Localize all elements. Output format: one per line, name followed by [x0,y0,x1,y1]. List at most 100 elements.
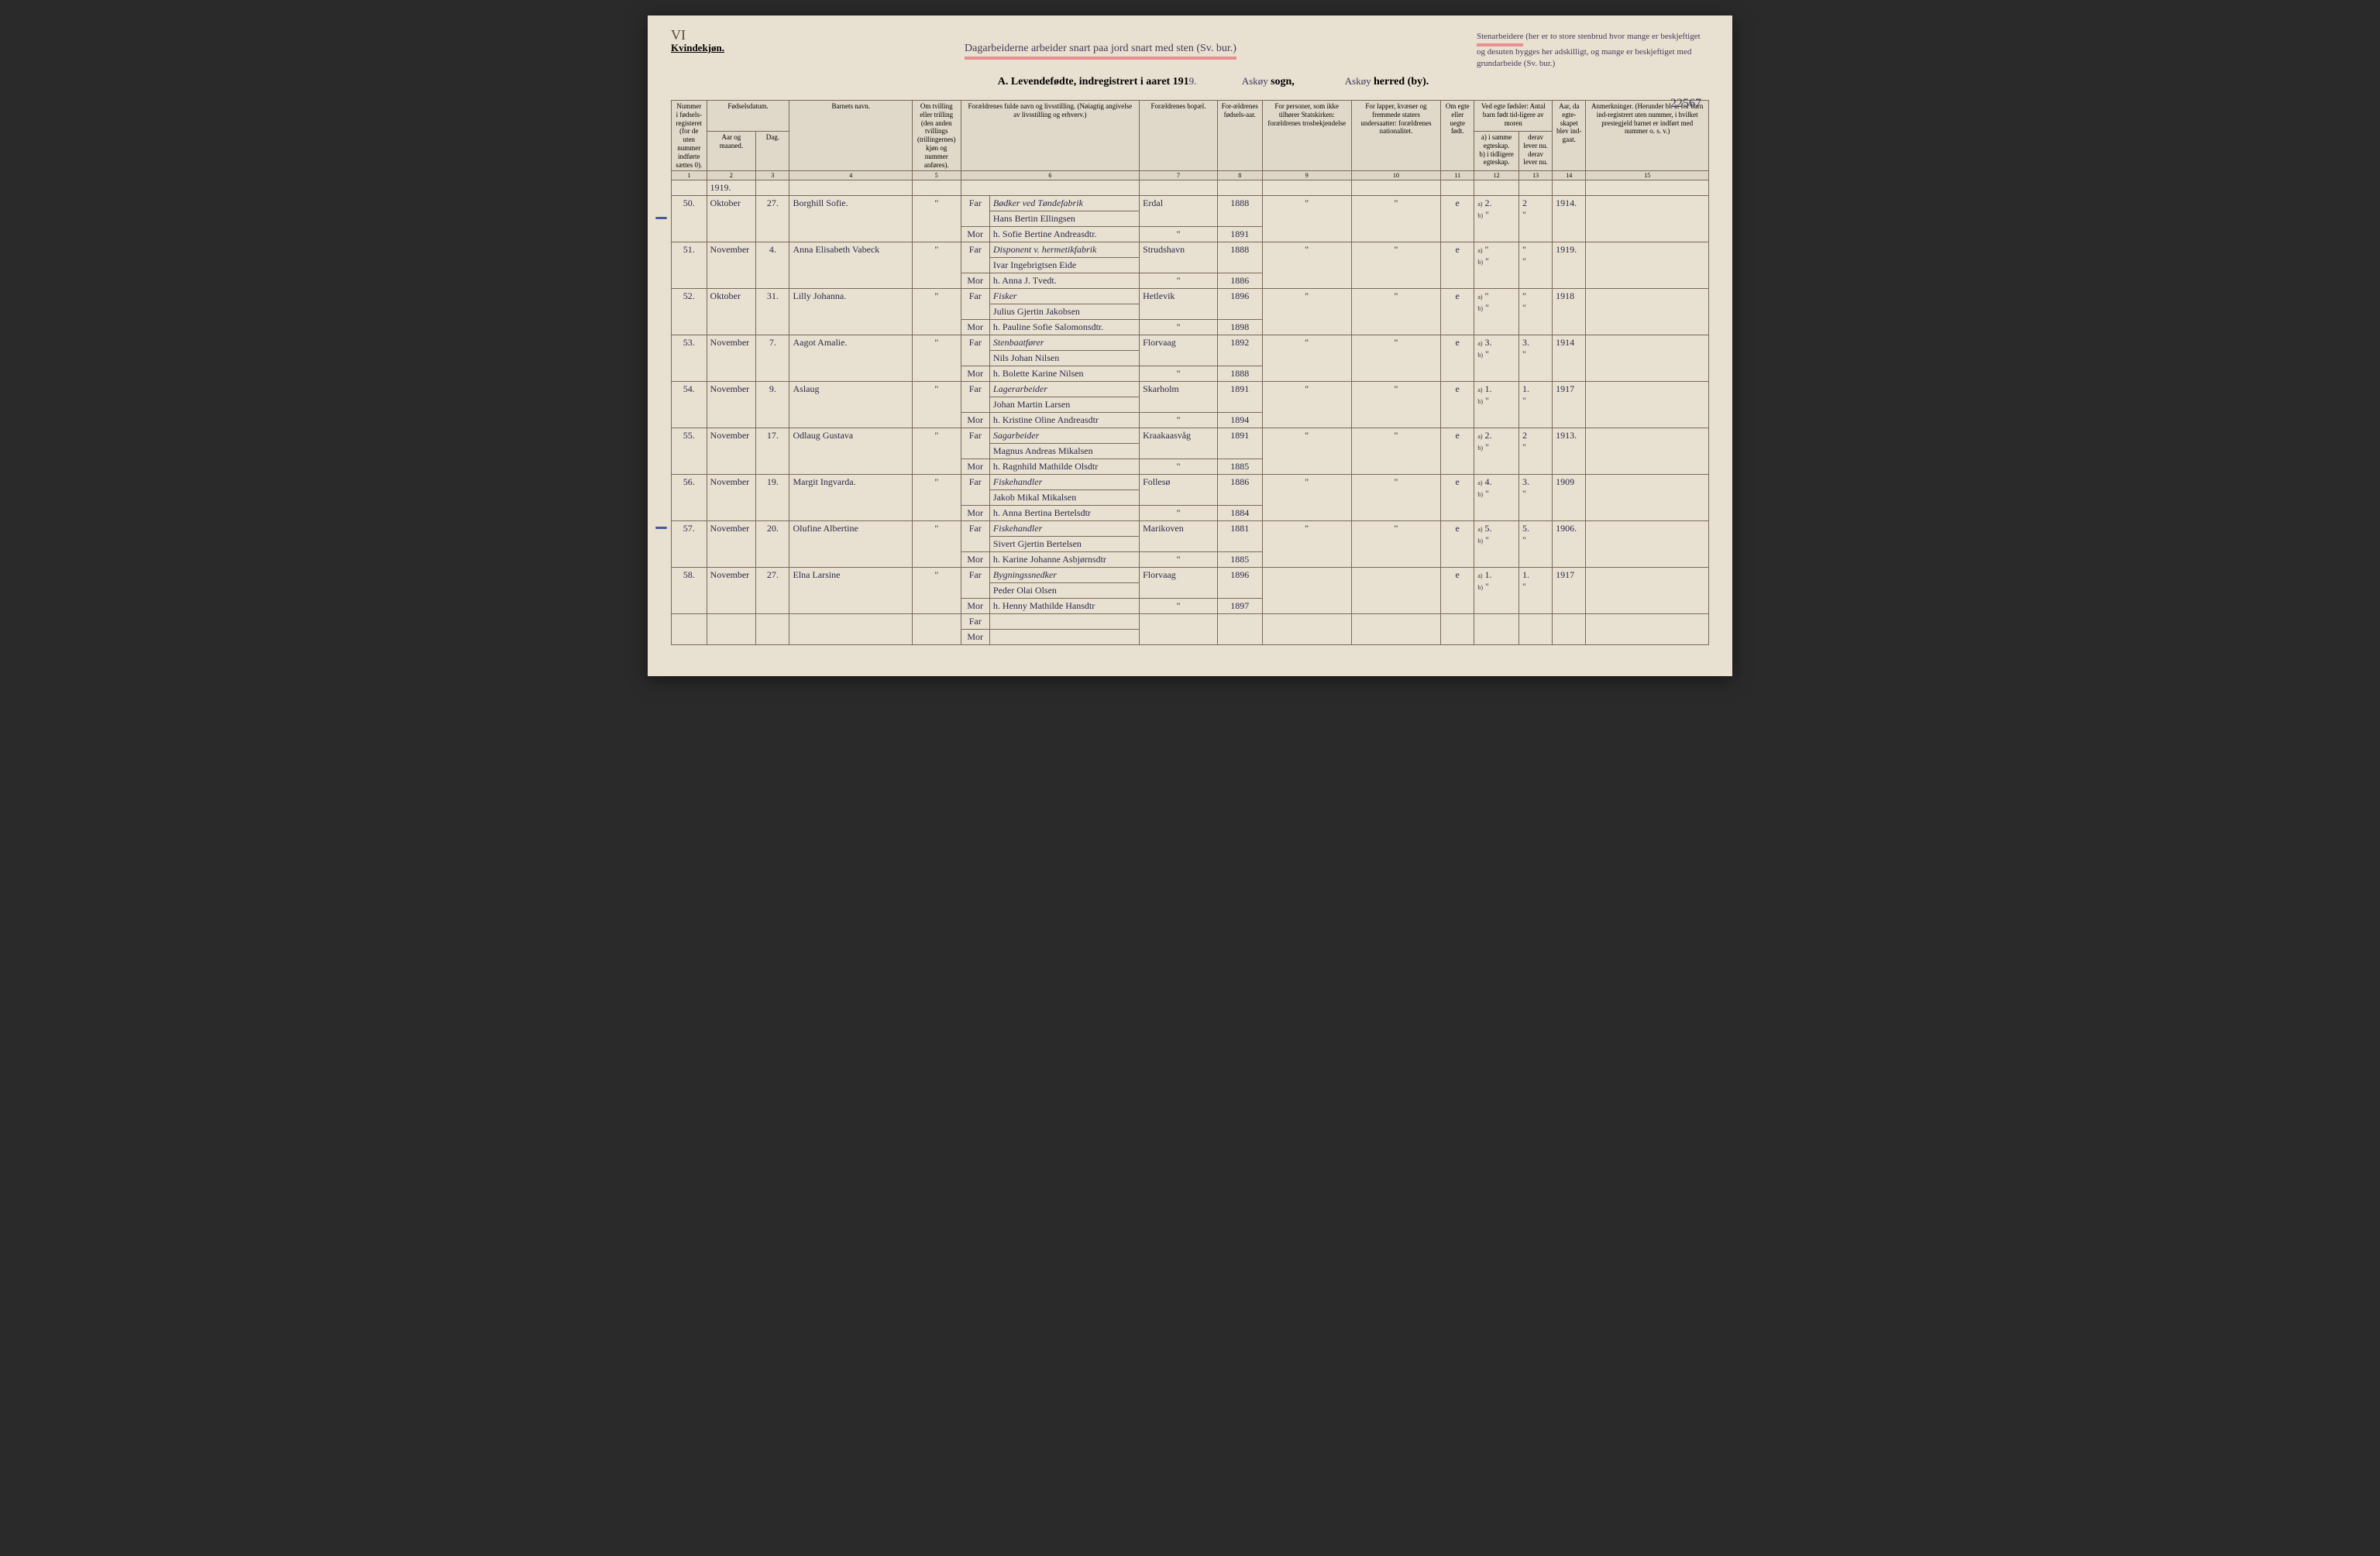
mother-birth-year: 1891 [1217,227,1262,242]
father-name: Johan Martin Larsen [989,397,1139,413]
father-birth-year: 1892 [1217,335,1262,366]
col-num: 5 [912,171,961,180]
religion-cell: " [1262,289,1351,335]
table-row: 58. November 27. Elna Larsine " Far Bygn… [672,568,1709,583]
father-occupation: Sagarbeider [989,428,1139,444]
col-header-12-top: Ved egte fødsler: Antal barn født tid-li… [1474,101,1553,132]
header-row-2: A. Levendefødte, indregistrert i aaret 1… [671,75,1709,88]
col-header-12: a) i samme egteskap. b) i tidligere egte… [1474,131,1519,170]
col-num: 1 [672,171,707,180]
twin-cell: " [912,475,961,521]
father-birth-year: 1891 [1217,428,1262,459]
religion-cell: " [1262,382,1351,428]
mother-name: h. Sofie Bertine Andreasdtr. [989,227,1139,242]
title-prefix: A. Levendefødte, indregistrert i aaret 1… [998,76,1189,88]
religion-cell [1262,568,1351,614]
legitimate-cell: e [1441,242,1474,289]
col-header-7: Forældrenes bopæl. [1140,101,1218,171]
mor-label: Mor [961,227,989,242]
residence: Strudshavn [1140,242,1218,273]
prior-children-cell: a) 1.b) " [1474,382,1519,428]
birth-month: November [707,382,756,428]
entry-number: 52. [672,289,707,335]
birth-day: 4. [756,242,789,289]
twin-cell: " [912,382,961,428]
prior-children-cell: a) 2.b) " [1474,196,1519,242]
twin-cell: " [912,521,961,568]
herred-name: Askøy [1345,75,1371,87]
marriage-year: 1909 [1553,475,1586,521]
birth-month: Oktober [707,196,756,242]
legitimate-cell: e [1441,382,1474,428]
mother-birth-year: 1885 [1217,552,1262,568]
col-num: 14 [1553,171,1586,180]
remarks-cell [1586,335,1709,382]
sogn-label: sogn, [1271,76,1295,88]
col-num: 8 [1217,171,1262,180]
birth-day: 17. [756,428,789,475]
far-label: Far [961,242,989,273]
title-year: 9. [1189,75,1197,87]
nationality-cell [1351,568,1440,614]
far-label: Far [961,614,989,630]
entry-number: 50. [672,196,707,242]
birth-day: 31. [756,289,789,335]
mother-name: h. Henny Mathilde Hansdtr [989,599,1139,614]
religion-cell: " [1262,475,1351,521]
mor-label: Mor [961,413,989,428]
col-header-date: Fødselsdatum. [707,101,789,132]
birth-day: 27. [756,196,789,242]
residence-ditto: " [1140,413,1218,428]
twin-cell: " [912,568,961,614]
mother-birth-year: 1894 [1217,413,1262,428]
col-num: 11 [1441,171,1474,180]
col-header-1: Nummer i fødsels-registeret (for de uten… [672,101,707,171]
father-name: Sivert Gjertin Bertelsen [989,537,1139,552]
year-cell: 1919. [707,180,756,196]
marriage-year: 1914. [1553,196,1586,242]
mor-label: Mor [961,459,989,475]
birth-day: 19. [756,475,789,521]
residence-ditto: " [1140,320,1218,335]
far-label: Far [961,196,989,227]
far-label: Far [961,521,989,552]
father-name: Peder Olai Olsen [989,583,1139,599]
father-occupation: Stenbaatfører [989,335,1139,351]
nationality-cell: " [1351,335,1440,382]
birth-month: November [707,242,756,289]
sogn-name: Askøy [1242,75,1268,87]
entry-number: 58. [672,568,707,614]
table-row: 56. November 19. Margit Ingvarda. " Far … [672,475,1709,490]
nationality-cell: " [1351,428,1440,475]
mother-birth-year: 1884 [1217,506,1262,521]
underlined-word: Stenarbeidere [1477,31,1523,46]
father-birth-year: 1888 [1217,242,1262,273]
mor-label: Mor [961,366,989,382]
residence: Erdal [1140,196,1218,227]
child-name: Aslaug [789,382,913,428]
father-name: Magnus Andreas Mikalsen [989,444,1139,459]
living-children-cell: 3." [1518,475,1552,521]
mother-birth-year: 1888 [1217,366,1262,382]
nationality-cell: " [1351,196,1440,242]
table-row: 57. November 20. Olufine Albertine " Far… [672,521,1709,537]
residence: Kraakaasvåg [1140,428,1218,459]
side-number: 22567 [1670,97,1701,111]
marriage-year: 1919. [1553,242,1586,289]
prior-children-cell: a) 1.b) " [1474,568,1519,614]
col-header-13: derav lever nu. derav lever nu. [1518,131,1552,170]
father-name: Julius Gjertin Jakobsen [989,304,1139,320]
nationality-cell: " [1351,242,1440,289]
living-children-cell: 2" [1518,196,1552,242]
residence-ditto: " [1140,459,1218,475]
prior-children-cell: a) 4.b) " [1474,475,1519,521]
col-num: 3 [756,171,789,180]
residence: Marikoven [1140,521,1218,552]
child-name: Anna Elisabeth Vabeck [789,242,913,289]
table-body: 1919. 50. Oktober 27. Borghill Sofie. " … [672,180,1709,645]
table-row: 52. Oktober 31. Lilly Johanna. " Far Fis… [672,289,1709,304]
table-row-empty: Far [672,614,1709,630]
residence-ditto: " [1140,506,1218,521]
entry-number: 54. [672,382,707,428]
living-children-cell: 1." [1518,568,1552,614]
